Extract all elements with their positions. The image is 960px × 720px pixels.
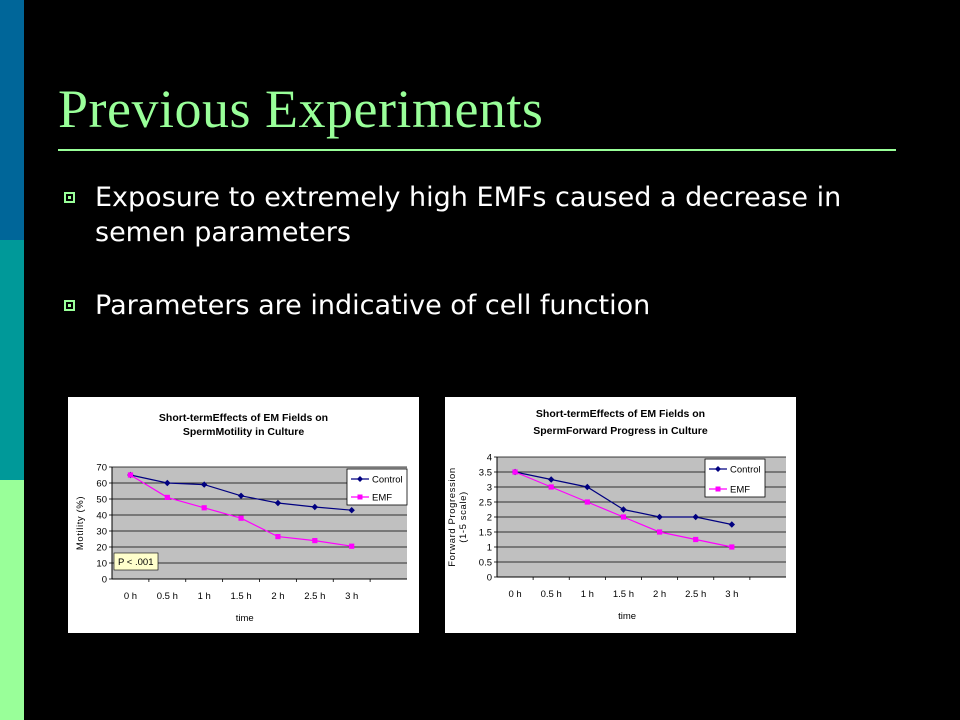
- x-tick-label: 3 h: [725, 589, 738, 600]
- data-point-emf: [349, 543, 355, 549]
- data-point-control: [656, 513, 663, 521]
- y-tick-label: 2.5: [479, 498, 492, 509]
- data-point-control: [547, 476, 555, 483]
- data-point-control: [348, 507, 355, 514]
- y-tick-label: 50: [96, 495, 107, 506]
- x-tick-label: 3 h: [345, 591, 358, 602]
- x-tick-label: 2.5 h: [685, 589, 706, 600]
- data-point-control: [692, 513, 699, 521]
- legend-label: EMF: [730, 485, 750, 496]
- data-point-emf: [656, 529, 663, 535]
- y-tick-label: 3.5: [479, 468, 492, 479]
- legend-box: [346, 468, 408, 506]
- chart-title: Short-termEffects of EM Fields on: [159, 412, 328, 424]
- data-point-control: [728, 521, 736, 528]
- annotation-text: P < .001: [118, 557, 153, 568]
- y-tick-label: 0.5: [479, 558, 492, 569]
- data-point-control: [237, 492, 245, 499]
- sidebar-accent: [0, 0, 24, 720]
- sidebar-band-teal: [0, 240, 24, 480]
- y-tick-label: 4: [487, 453, 492, 464]
- forward-progress-chart: Short-termEffects of EM Fields on SpermFo…: [445, 397, 796, 633]
- data-point-emf: [729, 544, 735, 550]
- x-tick-label: 0.5 h: [541, 589, 562, 600]
- data-point-emf: [164, 494, 170, 500]
- annotation-box: [113, 552, 159, 571]
- chart-svg: Short-termEffects of EM Fields on SpermFo…: [447, 408, 786, 622]
- data-point-control: [584, 483, 591, 491]
- y-tick-label: 0: [102, 575, 107, 586]
- data-point-control: [620, 506, 627, 513]
- chart-title: SpermMotility in Culture: [183, 426, 305, 438]
- sidebar-band-green: [0, 480, 24, 720]
- legend-marker: [357, 494, 363, 500]
- legend-marker: [357, 476, 363, 482]
- x-tick-label: 2 h: [271, 591, 284, 602]
- legend-marker: [715, 486, 721, 492]
- legend-label: Control: [730, 465, 761, 476]
- y-tick-label: 70: [96, 463, 107, 474]
- x-tick-label: 0 h: [508, 589, 521, 600]
- bullet-item: Exposure to extremely high EMFs caused a…: [62, 180, 922, 250]
- chart-svg: Short-termEffects of EM Fields on SpermMo…: [75, 412, 408, 624]
- x-tick-label: 1.5 h: [613, 589, 634, 600]
- x-tick-label: 1 h: [581, 589, 594, 600]
- legend-label: EMF: [372, 493, 392, 504]
- y-tick-label: 20: [96, 543, 107, 554]
- sidebar-band-blue: [0, 0, 24, 240]
- y-axis-label: Forward Progression: [447, 467, 458, 567]
- data-point-emf: [312, 538, 318, 544]
- x-tick-label: 0 h: [124, 591, 137, 602]
- x-axis-label: time: [236, 613, 254, 624]
- data-point-control: [311, 503, 319, 511]
- x-tick-label: 1.5 h: [230, 591, 251, 602]
- title-underline: [58, 149, 896, 151]
- data-point-emf: [201, 505, 207, 511]
- y-axis-label: Motility (%): [75, 496, 86, 550]
- x-tick-label: 2 h: [653, 589, 666, 600]
- data-point-control: [200, 481, 208, 488]
- bullet-text: Parameters are indicative of cell functi…: [95, 290, 651, 321]
- data-point-emf: [127, 472, 134, 478]
- y-tick-label: 3: [487, 483, 492, 494]
- slide-title: Previous Experiments: [58, 79, 544, 139]
- data-point-emf: [512, 469, 518, 475]
- x-tick-label: 1 h: [198, 591, 211, 602]
- y-tick-label: 40: [96, 511, 107, 522]
- x-tick-label: 2.5 h: [304, 591, 325, 602]
- y-tick-label: 0: [487, 573, 492, 584]
- y-tick-label: 60: [96, 479, 107, 490]
- data-point-emf: [620, 514, 627, 520]
- chart-title: Short-termEffects of EM Fields on: [536, 408, 705, 420]
- motility-chart: Short-termEffects of EM Fields on SpermMo…: [68, 397, 419, 633]
- data-point-emf: [693, 536, 699, 543]
- x-tick-label: 0.5 h: [157, 591, 178, 602]
- x-axis-label: time: [618, 611, 636, 622]
- square-bullet-icon: [64, 192, 75, 203]
- y-tick-label: 1.5: [479, 528, 492, 539]
- bullet-list: Exposure to extremely high EMFs caused a…: [62, 180, 922, 361]
- legend-marker: [715, 466, 721, 472]
- chart-title: SpermForward Progress in Culture: [533, 425, 708, 437]
- y-tick-label: 30: [96, 527, 107, 538]
- square-bullet-icon: [64, 300, 75, 311]
- data-point-emf: [238, 515, 244, 521]
- data-point-emf: [275, 534, 281, 540]
- data-point-control: [274, 499, 282, 507]
- y-tick-label: 2: [487, 513, 492, 524]
- y-axis-label: (1-5 scale): [458, 491, 469, 542]
- y-tick-label: 1: [487, 543, 492, 554]
- bullet-item: Parameters are indicative of cell functi…: [62, 288, 922, 323]
- data-point-emf: [548, 484, 554, 490]
- legend-box: [704, 458, 766, 498]
- data-point-emf: [584, 499, 590, 505]
- bullet-text: Exposure to extremely high EMFs caused a…: [95, 182, 842, 248]
- y-tick-label: 10: [96, 559, 107, 570]
- legend-label: Control: [372, 475, 403, 486]
- data-point-control: [164, 479, 171, 487]
